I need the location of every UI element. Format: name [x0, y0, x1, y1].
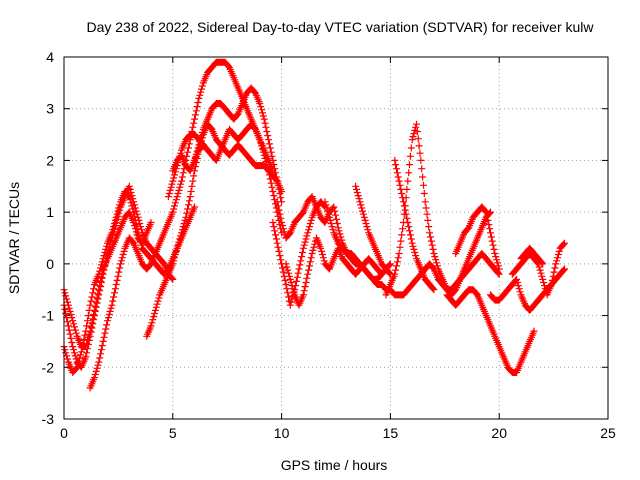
x-tick-label: 10: [274, 425, 290, 441]
series-track-9: [382, 120, 494, 299]
x-tick-label: 0: [60, 425, 68, 441]
chart-title: Day 238 of 2022, Sidereal Day-to-day VTE…: [86, 19, 594, 35]
data-point-markers: [164, 131, 207, 201]
data-point-markers: [517, 244, 547, 268]
y-tick-label: -3: [42, 411, 55, 427]
series-track-14: [508, 239, 568, 299]
series-track-18: [164, 131, 207, 201]
x-tick-label: 15: [383, 425, 399, 441]
y-tick-label: -1: [42, 308, 55, 324]
series-track-8: [282, 234, 394, 309]
data-point-markers: [269, 198, 329, 309]
x-axis-label: GPS time / hours: [281, 457, 388, 473]
x-tick-label: 5: [169, 425, 177, 441]
data-point-markers: [169, 120, 277, 175]
y-tick-label: 3: [46, 101, 54, 117]
data-point-markers: [443, 286, 538, 376]
y-tick-label: 0: [46, 256, 54, 272]
y-tick-label: 2: [46, 152, 54, 168]
y-tick-label: 1: [46, 204, 54, 220]
plot-frame: [63, 56, 609, 420]
series-track-16: [452, 203, 503, 273]
data-point-markers: [382, 120, 494, 299]
data-point-markers: [391, 156, 438, 294]
data-point-markers: [321, 198, 386, 283]
data-point-markers: [282, 234, 394, 309]
data-point-markers: [352, 182, 394, 278]
series-track-15: [517, 244, 547, 268]
data-point-markers: [452, 203, 503, 273]
y-tick-label: -2: [42, 359, 55, 375]
series-track-12: [443, 286, 538, 376]
series-track-20: [321, 198, 386, 283]
tick-layer: 0 5 10 15 20 25 -3 -2 -1 0 1 2 3 4: [42, 49, 616, 441]
points-layer: [60, 58, 568, 392]
series-track-19: [269, 198, 329, 309]
y-tick-label: 4: [46, 49, 54, 65]
x-tick-label: 20: [491, 425, 507, 441]
series-track-17: [143, 203, 199, 340]
series-track-10: [391, 156, 438, 294]
data-point-markers: [508, 239, 568, 299]
series-track-6: [169, 120, 277, 175]
series-track-11: [352, 182, 394, 278]
y-axis-label: SDTVAR / TECUs: [6, 182, 22, 294]
data-point-markers: [143, 203, 199, 340]
x-tick-label: 25: [600, 425, 616, 441]
